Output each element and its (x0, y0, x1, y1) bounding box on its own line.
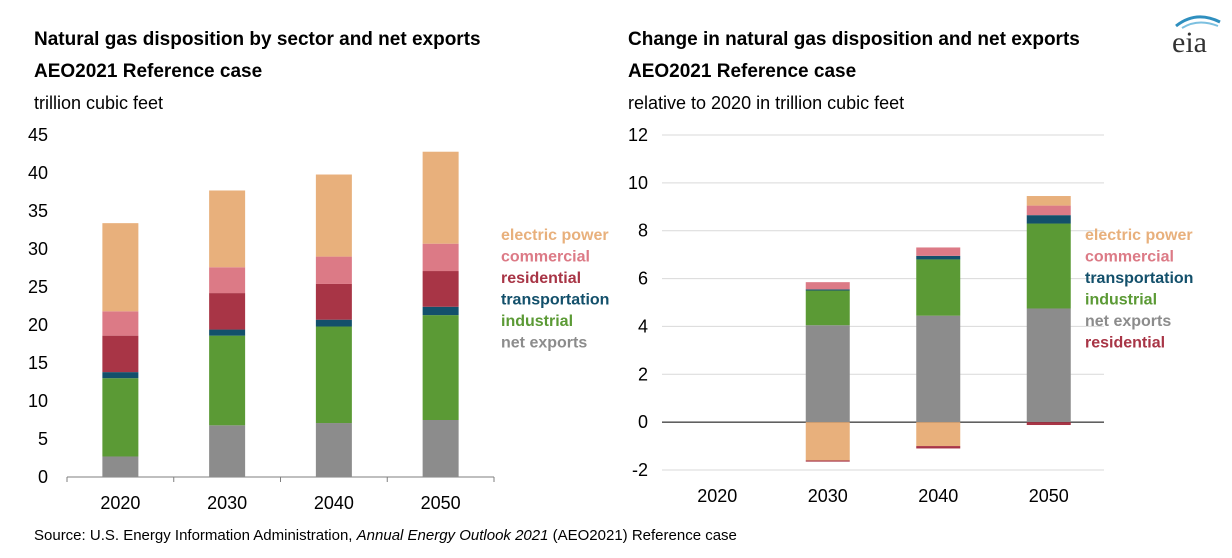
legend-net-exports: net exports (1085, 313, 1171, 330)
bar-electric-power-2040 (315, 174, 352, 257)
bar-transportation-2030 (209, 329, 246, 336)
y-tick-label: 12 (628, 125, 648, 145)
x-tick-label: 2020 (100, 493, 140, 513)
legend-commercial: commercial (501, 249, 590, 266)
x-tick-label: 2030 (207, 493, 247, 513)
left-chart-unit: trillion cubic feet (34, 93, 164, 113)
y-tick-label: 5 (38, 429, 48, 449)
y-tick-label: 0 (638, 412, 648, 432)
right-chart-subtitle: AEO2021 Reference case (628, 61, 857, 82)
y-tick-label: 10 (28, 391, 48, 411)
right-chart-title: Change in natural gas disposition and ne… (628, 29, 1080, 50)
legend-net-exports: net exports (501, 335, 587, 352)
bar-net-exports-2040 (916, 315, 961, 423)
eia-logo: eia (1168, 12, 1224, 59)
bar-transportation-2020 (102, 372, 139, 379)
legend-electric-power: electric power (1085, 227, 1193, 244)
y-tick-label: 35 (28, 201, 48, 221)
source-italic: Annual Energy Outlook 2021 (356, 527, 549, 544)
y-tick-label: 45 (28, 125, 48, 145)
y-tick-label: 20 (28, 315, 48, 335)
bar-electric-power-2050 (1026, 196, 1071, 206)
legend-residential: residential (1085, 335, 1165, 352)
bar-commercial-2030 (209, 267, 246, 294)
bar-net-exports-2020 (102, 456, 139, 477)
source-prefix: Source: U.S. Energy Information Administ… (34, 527, 357, 544)
y-tick-label: 6 (638, 269, 648, 289)
legend-industrial: industrial (1085, 292, 1157, 309)
bar-transportation-2040 (315, 319, 352, 327)
bar-commercial-2050 (1026, 205, 1071, 216)
y-tick-label: 2 (638, 364, 648, 384)
bar-industrial-2050 (422, 315, 459, 420)
y-tick-label: 0 (38, 467, 48, 487)
left-chart-subtitle: AEO2021 Reference case (34, 61, 263, 82)
bar-net-exports-2040 (315, 423, 352, 477)
bar-net-exports-2030 (209, 425, 246, 477)
bar-residential-2040 (916, 446, 961, 449)
bar-industrial-2040 (315, 326, 352, 424)
left-chart-title: Natural gas disposition by sector and ne… (34, 29, 481, 50)
y-tick-label: 15 (28, 353, 48, 373)
bar-electric-power-2040 (916, 422, 961, 447)
bar-residential-2050 (1026, 422, 1071, 426)
bar-residential-2040 (315, 283, 352, 320)
y-tick-label: 30 (28, 239, 48, 259)
bar-commercial-2020 (102, 311, 139, 336)
bar-residential-2030 (805, 460, 850, 462)
bar-transportation-2050 (1026, 215, 1071, 224)
bar-transportation-2050 (422, 306, 459, 316)
bar-net-exports-2030 (805, 325, 850, 423)
legend-transportation: transportation (501, 292, 609, 309)
legend-transportation: transportation (1085, 270, 1193, 287)
x-tick-label: 2050 (421, 493, 461, 513)
bar-transportation-2030 (805, 289, 850, 291)
y-tick-label: 4 (638, 316, 648, 336)
legend-residential: residential (501, 270, 581, 287)
bar-electric-power-2050 (422, 151, 459, 244)
bar-industrial-2050 (1026, 223, 1071, 309)
bar-net-exports-2050 (422, 420, 459, 477)
legend-commercial: commercial (1085, 249, 1174, 266)
right-chart: -2 0 2 4 6 8 10 12 2020 2030 2040 2050 electric powe… (628, 125, 1193, 506)
x-tick-label: 2030 (808, 486, 848, 506)
x-tick-label: 2040 (314, 493, 354, 513)
legend-electric-power: electric power (501, 227, 609, 244)
x-tick-label: 2040 (918, 486, 958, 506)
bar-transportation-2040 (916, 255, 961, 260)
eia-logo-text: eia (1172, 26, 1207, 56)
bar-commercial-2040 (916, 247, 961, 256)
right-chart-unit: relative to 2020 in trillion cubic feet (628, 93, 905, 113)
bar-commercial-2040 (315, 256, 352, 284)
bar-electric-power-2030 (209, 190, 246, 268)
y-tick-label: 10 (628, 173, 648, 193)
bar-industrial-2020 (102, 378, 139, 457)
bar-commercial-2050 (422, 243, 459, 272)
legend-industrial: industrial (501, 313, 573, 330)
y-tick-label: 8 (638, 221, 648, 241)
source-note: Source: U.S. Energy Information Administ… (34, 526, 737, 546)
y-tick-label: 40 (28, 163, 48, 183)
bar-residential-2020 (102, 335, 139, 373)
bar-residential-2050 (422, 271, 459, 307)
bar-industrial-2030 (805, 290, 850, 326)
bar-net-exports-2050 (1026, 308, 1071, 423)
left-chart: 0 5 10 15 20 25 30 35 40 45 2020 2030 2040 2050 electr… (28, 125, 609, 513)
bar-industrial-2040 (916, 259, 961, 316)
y-tick-label: 25 (28, 277, 48, 297)
x-tick-label: 2050 (1029, 486, 1069, 506)
bar-industrial-2030 (209, 335, 246, 426)
y-tick-label: -2 (632, 460, 648, 480)
bar-electric-power-2020 (102, 223, 139, 312)
bar-residential-2030 (209, 293, 246, 330)
source-suffix: (AEO2021) Reference case (548, 527, 737, 544)
bar-commercial-2030 (805, 282, 850, 290)
bar-electric-power-2030 (805, 422, 850, 461)
x-tick-label: 2020 (697, 486, 737, 506)
